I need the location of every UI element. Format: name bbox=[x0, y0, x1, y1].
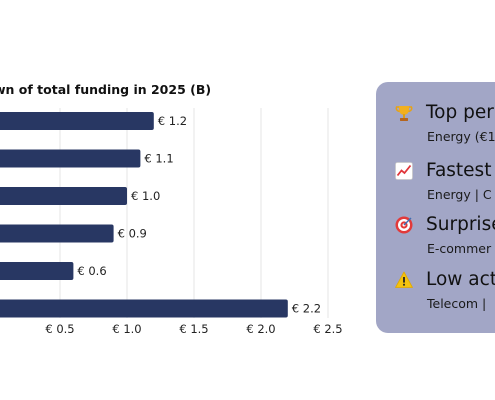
insight-title: Fastest bbox=[426, 160, 492, 181]
x-tick-label: € 1.0 bbox=[112, 322, 141, 336]
insight-subtitle: Energy | C bbox=[427, 187, 492, 202]
x-tick-label: € 0.5 bbox=[45, 322, 74, 336]
funding-bar-chart: € 1.2 € 1.1 € 1.0 € 0.9 € 0.6 € 2.2 € 0.5 € 1.0… bbox=[0, 108, 343, 336]
insight-card-surprise: Surprise E-commer bbox=[394, 214, 495, 256]
bar-value-label: € 2.2 bbox=[292, 302, 321, 316]
bar-value-label: € 1.2 bbox=[158, 114, 187, 128]
insight-subtitle: E-commer bbox=[427, 241, 492, 256]
x-tick-label: € 2.5 bbox=[313, 322, 342, 336]
chart-title: wn of total funding in 2025 (B) bbox=[0, 82, 212, 97]
warning-icon bbox=[395, 271, 413, 288]
insights-panel: Top per Energy (€1 Fastest Energy | C Su… bbox=[376, 82, 495, 333]
bar-value-label: € 1.1 bbox=[144, 152, 173, 166]
bar bbox=[0, 262, 74, 280]
insight-subtitle: Telecom | bbox=[427, 296, 487, 311]
insight-title: Top per bbox=[426, 102, 494, 123]
insight-title: Low act bbox=[426, 269, 495, 290]
x-tick-label: € 2.0 bbox=[246, 322, 275, 336]
trending-up-chart-icon bbox=[395, 161, 413, 180]
target-icon bbox=[395, 216, 413, 233]
insight-card-low: Low act Telecom | bbox=[394, 269, 495, 311]
bar-value-label: € 1.0 bbox=[131, 189, 160, 203]
x-tick-label: € 1.5 bbox=[179, 322, 208, 336]
insight-card-fastest: Fastest Energy | C bbox=[394, 160, 492, 202]
bar bbox=[0, 224, 114, 243]
insight-card-top: Top per Energy (€1 bbox=[394, 102, 495, 144]
trophy-icon bbox=[395, 105, 413, 121]
bar bbox=[0, 149, 141, 168]
insight-title: Surprise bbox=[426, 214, 495, 235]
bar-value-label: € 0.6 bbox=[77, 264, 106, 278]
bar bbox=[0, 187, 127, 205]
insight-subtitle: Energy (€1 bbox=[427, 129, 495, 144]
bar bbox=[0, 112, 154, 130]
bar-value-label: € 0.9 bbox=[118, 227, 147, 241]
bar bbox=[0, 299, 288, 318]
